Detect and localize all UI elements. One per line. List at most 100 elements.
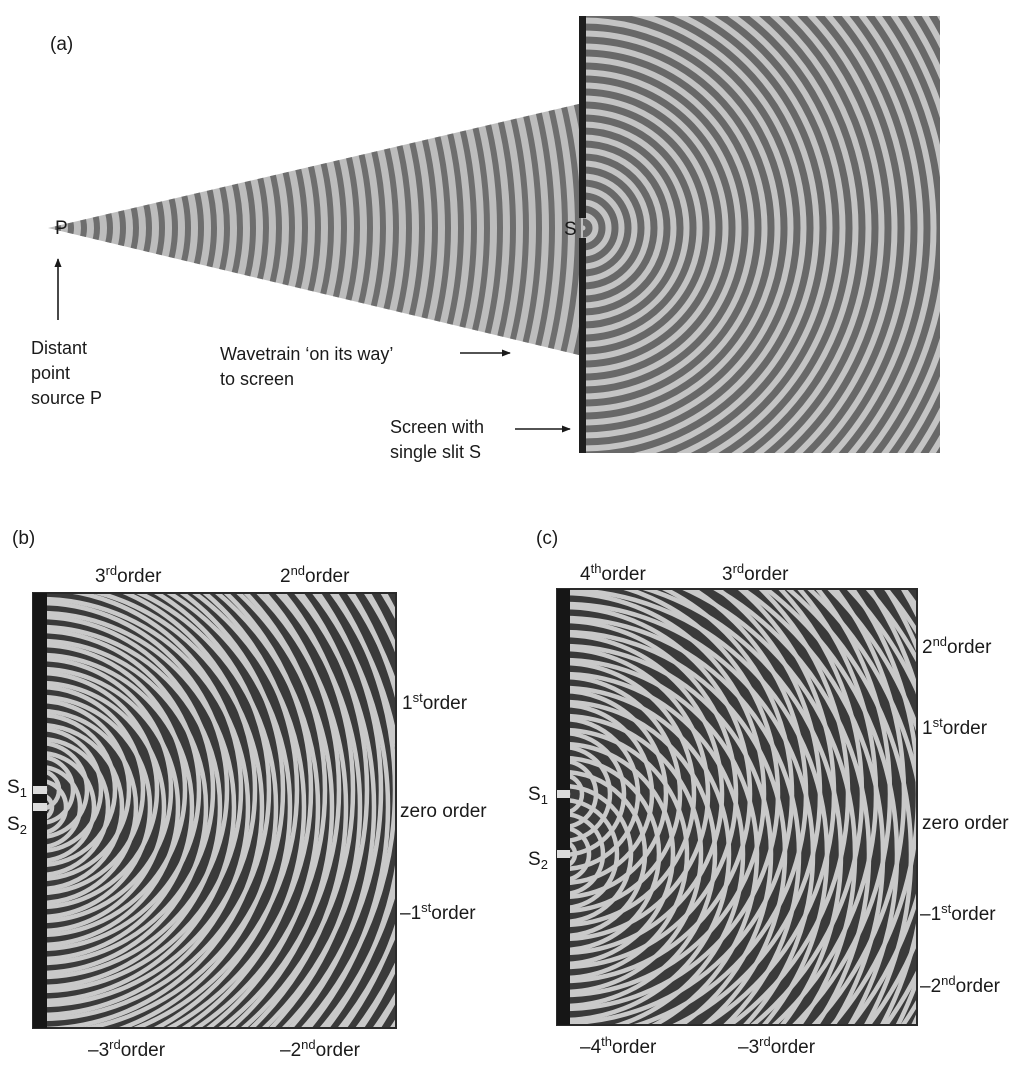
wavefront-ring — [763, 16, 879, 453]
single-slit-screen — [579, 16, 586, 453]
wavefront-ring — [48, 103, 282, 356]
wavefront-ring — [583, 218, 593, 238]
wavefront-ring — [48, 103, 321, 356]
wavefront-ring — [48, 103, 399, 356]
slit-s2-label-b: S2 — [7, 814, 27, 837]
wavetrain-label-line: Wavetrain ‘on its way’ — [220, 344, 394, 364]
wavefront-ring — [48, 103, 243, 356]
wavefront-ring — [711, 589, 872, 1025]
wavefront-ring — [655, 16, 827, 453]
double-slit-screen-c — [557, 589, 570, 1025]
wavefront-ring — [48, 103, 360, 356]
order-label-b-second: 2ndorder — [280, 563, 350, 587]
wavefront-ring — [48, 103, 256, 356]
wavefront-ring — [48, 103, 347, 356]
incoming-wavetrain — [48, 103, 583, 356]
wavefront-ring — [741, 16, 866, 453]
wavefront-ring — [48, 103, 555, 356]
wavefront-ring — [48, 103, 308, 356]
order-label-b-minus-first: –1storder — [400, 900, 476, 924]
wavefront-ring — [130, 593, 300, 1028]
panel-label-a: (a) — [50, 34, 74, 55]
wavefront-ring — [48, 103, 412, 356]
order-label-b-third: 3rdorder — [95, 563, 162, 587]
slit-s1-label-c: S1 — [528, 784, 548, 807]
wavefront-ring — [280, 593, 384, 1028]
wavefront-ring — [48, 103, 438, 356]
panel-label-c: (c) — [536, 528, 559, 549]
wavefront-ring — [48, 189, 87, 267]
wavefront-ring — [838, 16, 931, 453]
wavefront-ring — [820, 16, 918, 453]
wavefront-ring — [583, 205, 606, 251]
wavefront-ring — [738, 589, 886, 1025]
wavefront-ring — [48, 103, 503, 356]
wavefront-ring — [48, 215, 61, 241]
wavefront-ring — [48, 103, 204, 356]
wavefront-ring — [583, 62, 749, 394]
screen-label-line: Screen with — [390, 417, 485, 437]
wavefront-ring — [248, 593, 349, 1028]
wavefront-ring — [583, 75, 736, 381]
wavefront-ring — [287, 593, 377, 1028]
wavefront-ring — [48, 176, 100, 280]
wavefront-ring — [690, 16, 840, 453]
wavefront-ring — [583, 153, 658, 303]
wavefront-ring — [583, 127, 684, 329]
wavefront-ring — [48, 103, 581, 356]
wavefront-ring — [217, 593, 342, 1028]
wavefront-ring — [48, 103, 178, 356]
wavefront-ring — [583, 88, 723, 368]
wavefront-ring — [680, 589, 858, 1025]
order-label-c-third: 3rdorder — [722, 561, 789, 585]
panel-label-b: (b) — [12, 528, 36, 549]
wavefront-ring — [48, 137, 139, 319]
wavefront-ring — [260, 593, 370, 1028]
wavefront-ring — [583, 16, 801, 446]
screen-label-line: single slit S — [390, 442, 482, 462]
order-label-b-minus-third: –3rdorder — [88, 1037, 166, 1061]
wavefront-ring — [48, 103, 373, 356]
wavefront-ring — [48, 103, 542, 356]
diffracted-wave-pattern — [583, 16, 940, 453]
wavefront-ring — [583, 36, 775, 420]
wavefront-ring — [33, 593, 265, 1028]
wavefront-ring — [48, 111, 165, 345]
wavefront-ring — [48, 150, 126, 306]
wavefront-ring — [305, 593, 391, 1028]
wavetrain-label-line: to screen — [220, 369, 295, 389]
wavefront-ring — [783, 16, 892, 453]
order-label-b-zero: zero order — [400, 801, 487, 822]
source-label-line: source P — [31, 388, 103, 408]
slit-s-label: S — [564, 219, 577, 240]
wavefront-ring — [718, 16, 853, 453]
wavefront-ring — [115, 593, 279, 1028]
wavefront-ring — [268, 593, 363, 1028]
wavefront-ring — [48, 103, 490, 356]
order-label-c-fourth: 4thorder — [580, 561, 646, 585]
wavefront-ring — [180, 593, 307, 1028]
wavefront-ring — [48, 103, 451, 356]
order-label-c-minus-second: –2ndorder — [920, 973, 1000, 997]
wavefront-ring — [583, 49, 762, 407]
order-label-c-minus-fourth: –4thorder — [580, 1034, 657, 1058]
wavefront-ring — [583, 101, 710, 355]
order-label-b-first: 1storder — [402, 690, 468, 714]
point-p-label: P — [55, 218, 68, 239]
slit-s2-label-c: S2 — [528, 849, 548, 872]
wavefront-ring — [48, 103, 269, 356]
wavefront-ring — [48, 103, 295, 356]
order-label-b-minus-second: –2ndorder — [280, 1037, 360, 1061]
order-label-c-second: 2ndorder — [922, 634, 992, 658]
wavefront-ring — [164, 593, 314, 1028]
wavefront-ring — [48, 103, 529, 356]
wavefront-ring — [227, 593, 335, 1028]
wavefront-ring — [48, 103, 217, 356]
wavefront-ring — [762, 589, 900, 1025]
wavefront-ring — [784, 589, 914, 1025]
order-label-c-minus-third: –3rdorder — [738, 1034, 816, 1058]
wavefront-ring — [583, 192, 619, 264]
wavefront-ring — [48, 103, 191, 356]
wavefront-ring — [48, 163, 113, 293]
